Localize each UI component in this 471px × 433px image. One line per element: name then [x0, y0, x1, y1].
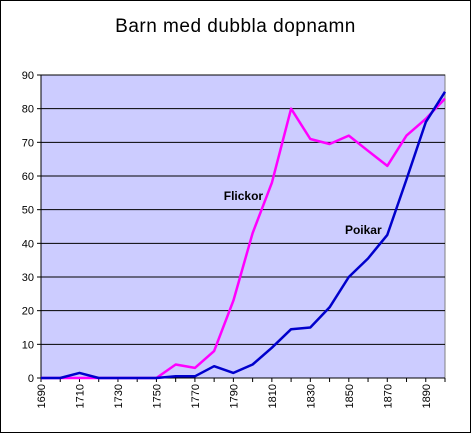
y-tick-label: 80 — [22, 104, 34, 116]
series-label-flickor: Flickor — [224, 189, 264, 203]
y-tick-label: 10 — [22, 339, 34, 351]
x-tick-label: 1810 — [267, 384, 279, 408]
series-lines — [41, 91, 447, 380]
x-axis: 1690 1710 1730 1750 1770 1790 1810 1830 1850 1870… — [36, 377, 446, 408]
y-tick-label: 60 — [22, 171, 34, 183]
x-tick-label: 1750 — [151, 384, 163, 408]
y-axis: 0 10 20 30 40 50 60 70 80 90 — [22, 70, 42, 385]
x-tick-label: 1850 — [344, 384, 356, 408]
y-tick-label: 30 — [22, 272, 34, 284]
y-tick-label: 20 — [22, 306, 34, 318]
grid-lines — [41, 74, 445, 345]
x-tick-label: 1710 — [74, 384, 86, 408]
y-tick-label: 70 — [22, 137, 34, 149]
x-tick-label: 1890 — [421, 384, 433, 408]
x-tick-label: 1690 — [36, 384, 48, 408]
x-tick-label: 1730 — [113, 384, 125, 408]
series-label-poikar: Poikar — [345, 223, 382, 237]
series-line-poikar — [41, 91, 447, 380]
x-tick-label: 1870 — [382, 384, 394, 408]
x-tick-label: 1790 — [228, 384, 240, 408]
y-tick-label: 0 — [28, 373, 34, 385]
series-labels: Flickor Poikar — [224, 189, 382, 237]
x-tick-label: 1770 — [190, 384, 202, 408]
chart-title: Barn med dubbla dopnamn — [115, 16, 356, 37]
x-tick-label: 1830 — [305, 384, 317, 408]
y-tick-label: 90 — [22, 70, 34, 82]
plot-area — [40, 74, 446, 379]
y-tick-label: 40 — [22, 238, 34, 250]
y-tick-label: 50 — [22, 205, 34, 217]
